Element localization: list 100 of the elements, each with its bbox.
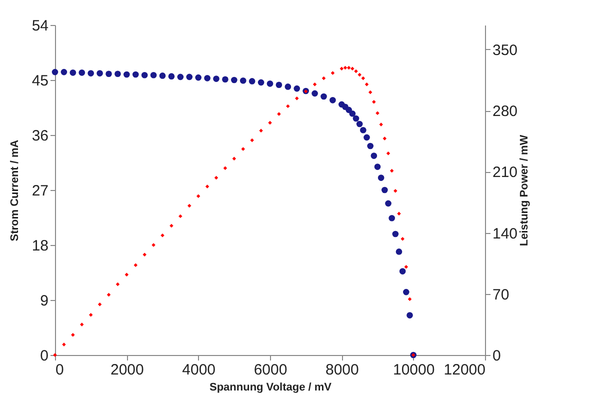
point (330, 97, 336, 104)
point (168, 73, 175, 80)
point (241, 147, 245, 151)
point (358, 72, 362, 77)
point (232, 156, 236, 160)
point (376, 111, 380, 116)
y-tick-label: 45 (32, 72, 48, 90)
point (213, 76, 220, 82)
y-tick-label: 54 (32, 18, 48, 34)
point (276, 82, 282, 88)
x-tick-label: 12000 (444, 362, 486, 378)
y-tick-label: 9 (40, 292, 48, 310)
x-tick-label: 4000 (182, 362, 216, 378)
point (382, 136, 387, 140)
point (80, 322, 84, 326)
point (150, 72, 157, 78)
x-tick-label: 6000 (254, 362, 288, 378)
point (350, 66, 354, 71)
y-tick-label: 18 (32, 238, 48, 254)
point (388, 214, 395, 222)
y2-tick-label: 350 (492, 42, 518, 59)
point (88, 312, 93, 317)
point (259, 128, 263, 133)
point (266, 80, 274, 87)
point (186, 74, 193, 80)
y2-tick-label: 280 (492, 103, 518, 120)
point (124, 272, 129, 277)
point (378, 174, 384, 181)
y2-tick-label: 70 (492, 286, 510, 304)
point (320, 93, 327, 100)
point (204, 75, 210, 82)
point (248, 78, 256, 84)
point (205, 184, 210, 188)
point (372, 100, 376, 104)
point (88, 70, 94, 76)
point (134, 263, 138, 267)
point (231, 76, 238, 84)
point (124, 71, 130, 78)
point (349, 110, 356, 117)
point (394, 189, 398, 193)
point (374, 164, 381, 170)
y2-tick-label: 210 (492, 164, 518, 182)
point (71, 333, 75, 337)
point (404, 264, 408, 269)
point (382, 186, 388, 194)
point (132, 71, 139, 78)
y-axis-title: Strom Current / mA (8, 140, 21, 242)
point (196, 194, 200, 198)
point (240, 77, 246, 84)
point (98, 302, 102, 306)
point (222, 76, 228, 83)
x-tick-label: 10000 (392, 362, 435, 378)
point (258, 79, 264, 86)
x-axis-title: Spannung Voltage / mV (209, 382, 332, 394)
point (364, 134, 370, 141)
point (70, 70, 76, 76)
point (403, 288, 410, 296)
point (159, 72, 166, 79)
point (195, 74, 202, 81)
point (406, 312, 413, 318)
point (250, 138, 254, 142)
point (360, 126, 366, 134)
point (400, 237, 404, 241)
point (330, 71, 335, 75)
point (356, 120, 363, 128)
point (188, 204, 192, 208)
point (141, 72, 148, 78)
point (106, 70, 112, 78)
point (286, 104, 290, 108)
point (114, 70, 121, 78)
point (399, 268, 406, 274)
y2-tick-label: 0 (492, 348, 501, 364)
point (370, 152, 378, 159)
point (367, 142, 374, 150)
x-tick-label: 2000 (110, 362, 144, 378)
y2-tick-label: 140 (492, 225, 518, 242)
point (352, 115, 360, 122)
point (396, 248, 402, 255)
y2-axis-title: Leistung Power / mW (518, 134, 531, 246)
point (60, 68, 68, 76)
y-tick-label: 0 (40, 348, 48, 364)
x-tick-label: 0 (56, 362, 64, 378)
point (312, 90, 318, 97)
point (268, 120, 272, 125)
point (340, 66, 344, 71)
point (385, 200, 392, 207)
point (295, 96, 299, 100)
point (354, 69, 358, 74)
point (312, 82, 317, 86)
point (96, 70, 103, 76)
y-tick-label: 27 (32, 182, 48, 200)
point (284, 84, 292, 90)
point (52, 68, 58, 76)
y-tick-label: 36 (32, 128, 48, 144)
point (142, 252, 146, 256)
point (78, 70, 86, 76)
x-tick-label: 8000 (325, 362, 359, 378)
point (177, 74, 184, 80)
point (178, 214, 182, 218)
point (392, 230, 399, 238)
